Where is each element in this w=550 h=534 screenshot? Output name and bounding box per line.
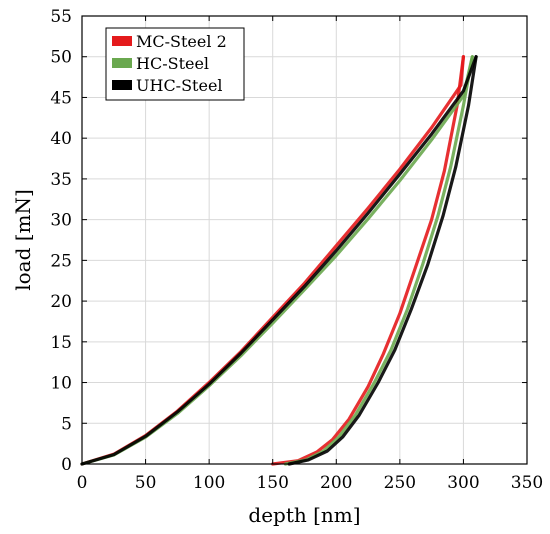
x-tick-label: 250 xyxy=(384,473,416,493)
x-tick-label: 150 xyxy=(256,473,288,493)
series-layer xyxy=(80,55,478,466)
grid xyxy=(81,15,528,465)
y-tick-label: 10 xyxy=(50,374,72,394)
legend-label: UHC-Steel xyxy=(136,76,223,95)
y-tick-label: 45 xyxy=(50,88,72,108)
y-tick-label: 35 xyxy=(50,170,72,190)
x-tick-label: 300 xyxy=(447,473,479,493)
ticks: 0 50 100 150 200 250 300 350 0 5 10 15 20 25 30 35 40 45 5… xyxy=(50,7,543,493)
x-tick-label: 200 xyxy=(320,473,352,493)
series-unloading-line xyxy=(283,55,474,466)
series-unloading-line xyxy=(271,55,465,466)
y-tick-label: 30 xyxy=(50,211,72,231)
y-tick-label: 5 xyxy=(61,414,72,434)
y-tick-label: 0 xyxy=(61,455,72,475)
series-loading-line xyxy=(80,55,478,466)
x-axis-label: depth [nm] xyxy=(248,503,360,527)
y-tick-label: 15 xyxy=(50,333,72,353)
x-tick-label: 350 xyxy=(511,473,543,493)
legend-swatch xyxy=(112,58,132,68)
plot-frame xyxy=(81,15,528,465)
legend-items: MC-Steel 2 HC-Steel UHC-Steel xyxy=(112,32,227,95)
legend-label: MC-Steel 2 xyxy=(136,32,227,51)
x-tick-label: 100 xyxy=(193,473,225,493)
y-axis-label: load [mN] xyxy=(11,189,35,291)
legend-swatch xyxy=(112,36,132,46)
x-tick-label: 50 xyxy=(135,473,157,493)
y-tick-label: 20 xyxy=(50,292,72,312)
y-tick-label: 25 xyxy=(50,251,72,271)
y-tick-label: 40 xyxy=(50,129,72,149)
legend-swatch xyxy=(112,80,132,90)
y-tick-label: 50 xyxy=(50,48,72,68)
x-tick-label: 0 xyxy=(77,473,88,493)
y-tick-label: 55 xyxy=(50,7,72,27)
series-unloading-line xyxy=(287,55,478,466)
series-2 xyxy=(80,55,478,466)
legend: MC-Steel 2 HC-Steel UHC-Steel xyxy=(105,27,245,101)
legend-label: HC-Steel xyxy=(136,54,209,73)
